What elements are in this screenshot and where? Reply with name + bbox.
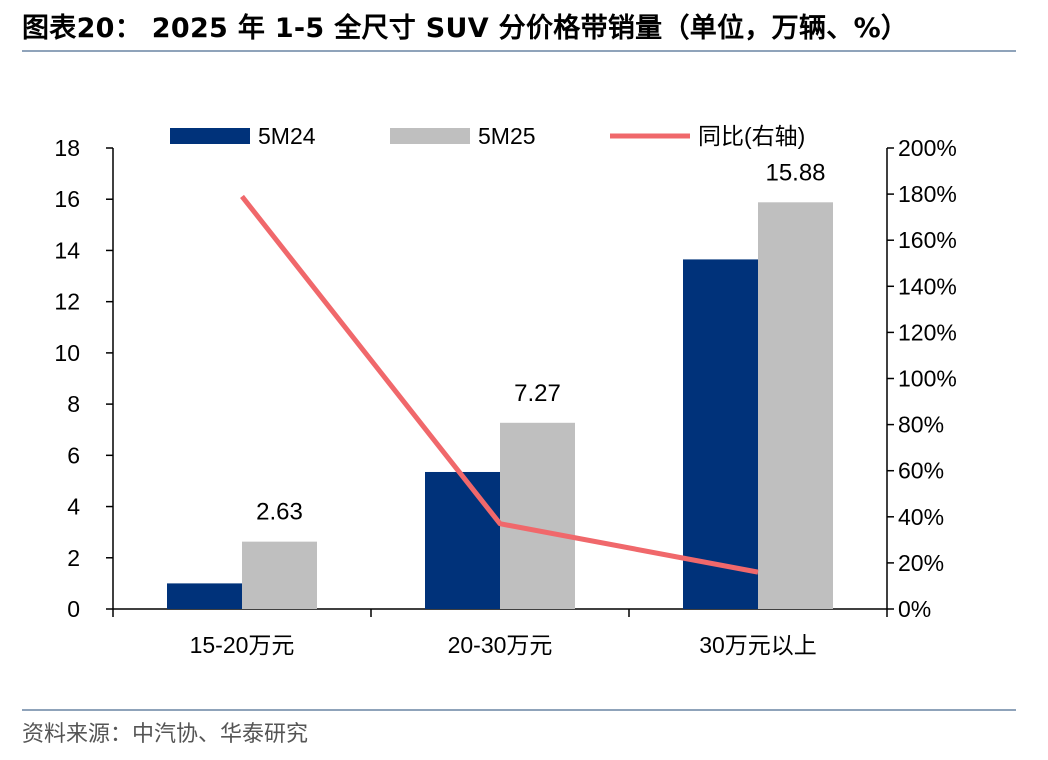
legend-label: 5M24	[258, 123, 316, 149]
legend-label: 同比(右轴)	[698, 123, 805, 149]
legend-swatch	[390, 128, 470, 144]
page-title: 图表20： 2025 年 1-5 全尺寸 SUV 分价格带销量（单位，万辆、%）	[22, 13, 909, 44]
y-right-tick-label: 60%	[898, 458, 944, 484]
y-right-tick-label: 100%	[898, 366, 957, 392]
bar-5m25	[758, 202, 833, 609]
y-left-tick-label: 6	[67, 442, 80, 468]
bar-5m24	[683, 259, 758, 609]
y-right-tick-label: 200%	[898, 135, 957, 161]
bar-5m25	[242, 541, 317, 609]
y-right-tick-label: 80%	[898, 412, 944, 438]
y-right-tick-label: 120%	[898, 319, 957, 345]
y-right-tick-label: 40%	[898, 504, 944, 530]
y-right-tick-label: 180%	[898, 181, 957, 207]
y-left-tick-label: 0	[67, 596, 80, 622]
y-left-tick-label: 2	[67, 545, 80, 571]
y-left-tick-label: 18	[54, 135, 80, 161]
source-divider	[22, 709, 1016, 711]
bar-5m24	[425, 471, 500, 609]
legend-label: 5M25	[478, 123, 536, 149]
x-tick-label: 30万元以上	[699, 632, 817, 658]
y-left-tick-label: 12	[54, 289, 80, 315]
y-right-tick-label: 0%	[898, 596, 931, 622]
x-tick-label: 20-30万元	[448, 632, 553, 658]
legend-swatch	[170, 128, 250, 144]
data-label: 2.63	[256, 499, 303, 526]
y-right-tick-label: 140%	[898, 273, 957, 299]
bar-5m24	[167, 583, 242, 609]
y-right-tick-label: 20%	[898, 550, 944, 576]
y-right-tick-label: 160%	[898, 227, 957, 253]
y-left-tick-label: 8	[67, 391, 80, 417]
source-note: 资料来源：中汽协、华泰研究	[22, 722, 309, 747]
data-label: 7.27	[514, 380, 561, 407]
data-label: 15.88	[765, 159, 825, 186]
y-left-tick-label: 10	[54, 340, 80, 366]
chart-area: 0246810121416180%20%40%60%80%100%120%140…	[54, 123, 957, 658]
title-divider	[22, 50, 1016, 52]
y-left-tick-label: 4	[67, 494, 80, 520]
y-left-tick-label: 16	[54, 186, 80, 212]
bar-5m25	[500, 422, 575, 609]
y-left-tick-label: 14	[54, 237, 80, 263]
x-tick-label: 15-20万元	[190, 632, 295, 658]
